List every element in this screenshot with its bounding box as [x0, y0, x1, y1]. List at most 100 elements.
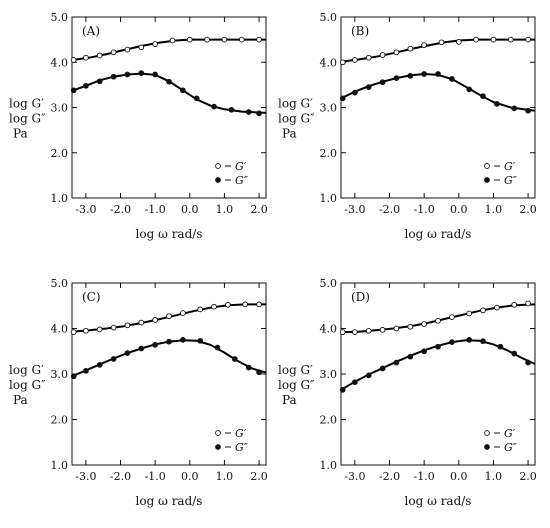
data-point-g-double-prime [245, 109, 252, 115]
x-tick-label: 0.0 [450, 203, 468, 216]
data-point-g-prime [480, 307, 486, 314]
x-axis-label: log ω rad/s [136, 227, 203, 241]
data-point-g-double-prime [421, 348, 427, 355]
legend-marker-g-prime [484, 430, 490, 436]
y-tick-label: 4.0 [51, 323, 69, 336]
x-tick-label: -1.0 [414, 470, 435, 483]
x-tick-label: 2.0 [250, 203, 268, 216]
data-point-g-double-prime [435, 343, 441, 350]
y-axis-label-line: log G′ [278, 363, 313, 377]
data-point-g-prime [449, 314, 455, 320]
data-point-g-double-prime [525, 359, 531, 366]
y-tick-label: 3.0 [51, 102, 69, 115]
data-point-g-double-prime [339, 95, 346, 102]
x-tick-label: -3.0 [75, 203, 96, 216]
data-point-g-double-prime [211, 103, 217, 110]
legend-marker-g-double-prime [215, 444, 221, 450]
data-point-g-prime [393, 325, 400, 332]
data-point-g-prime [507, 36, 514, 43]
data-point-g-double-prime [138, 70, 145, 76]
data-point-g-prime [152, 317, 158, 323]
data-point-g-prime [96, 326, 103, 333]
y-axis-label-line: Pa [13, 127, 28, 141]
x-tick-label: 1.0 [216, 470, 234, 483]
panel-c: -3.0 -2.0 -1.0 0.0 1.0 2.0 1.0 2.0 3.0 4.0 5.0 (C) l… [9, 277, 268, 508]
y-axis-label-line: log G′ [9, 363, 44, 377]
data-point-g-prime [138, 319, 145, 326]
data-point-g-prime [70, 57, 77, 63]
data-point-g-prime [379, 327, 386, 333]
data-point-g-double-prime [407, 72, 414, 79]
y-tick-label: 1.0 [320, 459, 338, 472]
data-point-g-double-prime [214, 344, 221, 351]
y-tick-label: 4.0 [51, 56, 69, 69]
data-point-g-prime [110, 49, 117, 56]
data-point-g-double-prime [138, 345, 145, 352]
data-point-g-double-prime [393, 359, 400, 366]
x-tick-label: 0.0 [181, 203, 199, 216]
data-point-g-prime [110, 324, 117, 331]
x-tick-label: 1.0 [216, 203, 234, 216]
x-tick-label: 0.0 [181, 470, 199, 483]
panel-label: (A) [82, 24, 100, 38]
data-point-g-prime [525, 300, 531, 307]
data-point-g-double-prime [96, 362, 103, 368]
data-point-g-double-prime [245, 364, 252, 371]
y-axis-label-line: log G″ [278, 378, 315, 392]
legend-label-g-double-prime: G″ [235, 174, 249, 187]
data-point-g-prime [169, 37, 176, 44]
data-point-g-prime [435, 317, 441, 324]
x-tick-label: 2.0 [250, 470, 268, 483]
y-tick-label: 1.0 [320, 192, 338, 205]
data-point-g-double-prime [466, 337, 473, 343]
panel-a: -3.0 -2.0 -1.0 0.0 1.0 2.0 1.0 2.0 3.0 4.0 5.0 (A) l… [9, 11, 268, 241]
data-point-g-double-prime [352, 379, 358, 386]
data-point-g-prime [490, 36, 497, 43]
data-point-g-prime [494, 304, 500, 311]
data-point-g-prime [421, 42, 427, 48]
data-point-g-prime [365, 54, 372, 61]
data-point-g-prime [96, 52, 103, 59]
y-tick-label: 2.0 [320, 414, 338, 427]
y-tick-label: 5.0 [320, 11, 338, 24]
y-tick-label: 4.0 [320, 56, 338, 69]
y-axis-label-line: log G″ [278, 112, 315, 126]
legend-label-g-double-prime: G″ [504, 174, 518, 187]
x-tick-label: -3.0 [344, 203, 365, 216]
series-line-g-prime [71, 38, 266, 61]
legend-label-g-double-prime: G″ [235, 441, 249, 454]
data-point-g-double-prime [466, 86, 473, 93]
legend-marker-g-prime [484, 163, 490, 169]
x-axis-label: log ω rad/s [136, 494, 203, 508]
data-point-g-double-prime [511, 350, 518, 357]
panel-label: (D) [351, 290, 370, 304]
data-point-g-prime [166, 313, 172, 320]
data-point-g-prime [511, 301, 518, 308]
x-tick-label: -3.0 [75, 470, 96, 483]
data-point-g-prime [152, 41, 158, 47]
y-tick-label: 4.0 [320, 323, 338, 336]
y-tick-label: 3.0 [320, 102, 338, 115]
x-tick-label: 1.0 [485, 203, 503, 216]
data-point-g-prime [438, 39, 445, 46]
data-point-g-double-prime [435, 71, 441, 77]
series-line-g-double-prime [340, 72, 536, 112]
y-axis-label-line: Pa [13, 393, 28, 407]
x-tick-label: -2.0 [379, 203, 400, 216]
legend-marker-g-double-prime [215, 177, 221, 183]
legend-marker-g-prime [215, 430, 221, 436]
data-point-g-double-prime [393, 75, 400, 81]
data-point-g-double-prime [379, 79, 386, 86]
data-point-g-double-prime [379, 365, 386, 372]
data-point-g-double-prime [180, 87, 186, 94]
x-tick-label: -2.0 [110, 470, 131, 483]
data-point-g-double-prime [365, 372, 372, 379]
data-point-g-prime [124, 322, 131, 329]
data-point-g-prime [455, 39, 462, 45]
data-point-g-prime [421, 321, 427, 327]
data-point-g-double-prime [110, 356, 117, 362]
data-point-g-prime [379, 52, 386, 58]
y-tick-label: 5.0 [320, 277, 338, 290]
data-point-g-double-prime [124, 71, 131, 78]
data-point-g-prime [352, 57, 358, 63]
